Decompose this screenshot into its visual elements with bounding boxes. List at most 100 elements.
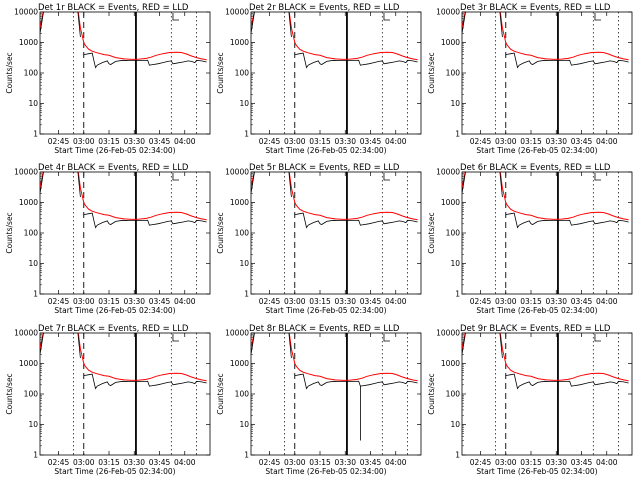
series-events-line-1 <box>251 333 292 359</box>
data-layer <box>462 12 629 134</box>
y-axis-label: Counts/sec <box>427 212 436 253</box>
y-tick-label: 1000 <box>19 359 38 368</box>
x-tick-label: 03:15 <box>309 137 331 146</box>
y-tick-label: 1 <box>455 130 460 139</box>
chart-title: Det 6r BLACK = Events, RED = LLD <box>460 163 611 173</box>
series-events-line-1 <box>462 333 503 359</box>
y-tick-label: 10 <box>450 99 460 108</box>
x-tick-label: 02:45 <box>259 297 281 306</box>
y-tick-label: 1000 <box>441 38 460 47</box>
x-tick-label: 03:15 <box>309 297 331 306</box>
chart-panel-3: Det 3r BLACK = Events, RED = LLD 1 10 100 10… <box>427 3 633 155</box>
plot-frame <box>461 11 633 135</box>
x-tick-label: 04:00 <box>174 297 196 306</box>
y-axis-label: Counts/sec <box>5 52 14 93</box>
x-tick-label: 03:00 <box>495 297 517 306</box>
x-axis-label: Start Time (26-Feb-05 02:34:00) <box>54 146 175 155</box>
x-tick-label: 02:45 <box>470 297 492 306</box>
y-tick-label: 1000 <box>230 198 249 207</box>
chart-panel-6: Det 6r BLACK = Events, RED = LLD 1 10 100 10… <box>427 163 633 315</box>
y-tick-label: 10000 <box>225 168 249 177</box>
x-tick-label: 02:45 <box>259 137 281 146</box>
y-tick-label: 1 <box>244 130 249 139</box>
series-events-line-1 <box>251 172 292 198</box>
series-lld-line <box>251 12 418 61</box>
y-tick-label: 100 <box>235 390 250 399</box>
corner-marker <box>383 334 390 342</box>
series-lld-line <box>40 12 207 61</box>
x-axis-label: Start Time (26-Feb-05 02:34:00) <box>476 146 597 155</box>
series-events-line-1 <box>462 172 503 198</box>
chart-panel-1: Det 1r BLACK = Events, RED = LLD 1 10 100 10… <box>5 3 211 155</box>
x-tick-label: 03:45 <box>149 137 171 146</box>
x-tick-label: 03:00 <box>284 297 306 306</box>
chart-title: Det 5r BLACK = Events, RED = LLD <box>249 163 400 173</box>
corner-marker <box>594 334 601 342</box>
series-lld-line <box>251 172 418 221</box>
x-axis-label: Start Time (26-Feb-05 02:34:00) <box>476 467 597 476</box>
plot-frame <box>39 11 211 135</box>
x-tick-label: 02:45 <box>470 137 492 146</box>
series-lld-line <box>462 12 629 61</box>
x-tick-label: 03:15 <box>98 458 120 467</box>
chart-panel-8: Det 8r BLACK = Events, RED = LLD 1 10 100 10… <box>216 324 422 476</box>
y-tick-label: 10000 <box>436 168 460 177</box>
x-tick-label: 03:00 <box>73 137 95 146</box>
corner-marker <box>594 13 601 21</box>
y-tick-label: 1 <box>33 451 38 460</box>
series-events-line-2 <box>83 373 207 390</box>
x-tick-label: 03:30 <box>123 458 145 467</box>
y-tick-label: 1 <box>33 290 38 299</box>
y-tick-label: 1000 <box>230 38 249 47</box>
x-axis-label: Start Time (26-Feb-05 02:34:00) <box>54 306 175 315</box>
y-tick-label: 10 <box>239 259 249 268</box>
y-axis-label: Counts/sec <box>216 212 225 253</box>
series-lld-line <box>462 172 629 221</box>
x-tick-label: 02:45 <box>48 297 70 306</box>
x-tick-label: 04:00 <box>385 458 407 467</box>
y-tick-label: 1 <box>455 290 460 299</box>
series-lld-line <box>462 333 629 382</box>
x-tick-label: 03:00 <box>284 458 306 467</box>
chart-panel-9: Det 9r BLACK = Events, RED = LLD 1 10 100 10… <box>427 324 633 476</box>
series-events-line-1 <box>40 12 81 38</box>
x-tick-label: 03:45 <box>360 137 382 146</box>
y-axis-label: Counts/sec <box>427 52 436 93</box>
x-tick-label: 02:45 <box>259 458 281 467</box>
x-tick-label: 04:00 <box>385 137 407 146</box>
chart-title: Det 9r BLACK = Events, RED = LLD <box>460 324 611 334</box>
data-layer <box>40 172 207 294</box>
y-axis-label: Counts/sec <box>216 52 225 93</box>
y-tick-label: 1000 <box>19 38 38 47</box>
x-tick-label: 03:00 <box>495 458 517 467</box>
x-tick-label: 03:15 <box>98 297 120 306</box>
x-tick-label: 03:45 <box>571 297 593 306</box>
y-tick-label: 100 <box>446 69 461 78</box>
x-tick-label: 03:45 <box>360 297 382 306</box>
y-tick-label: 1 <box>244 451 249 460</box>
series-events-line-2 <box>505 212 629 229</box>
x-axis-label: Start Time (26-Feb-05 02:34:00) <box>265 467 386 476</box>
x-tick-label: 03:30 <box>334 297 356 306</box>
y-tick-label: 1000 <box>19 198 38 207</box>
chart-panel-7: Det 7r BLACK = Events, RED = LLD 1 10 100 10… <box>5 324 211 476</box>
series-events-line-2 <box>83 212 207 229</box>
x-axis-label: Start Time (26-Feb-05 02:34:00) <box>265 146 386 155</box>
y-tick-label: 10000 <box>14 329 38 338</box>
chart-panel-5: Det 5r BLACK = Events, RED = LLD 1 10 100 10… <box>216 163 422 315</box>
y-axis-label: Counts/sec <box>5 212 14 253</box>
x-tick-label: 03:30 <box>334 137 356 146</box>
chart-panel-2: Det 2r BLACK = Events, RED = LLD 1 10 100 10… <box>216 3 422 155</box>
y-tick-label: 10 <box>450 259 460 268</box>
y-tick-label: 100 <box>24 229 39 238</box>
y-tick-label: 10 <box>28 420 38 429</box>
chart-title: Det 8r BLACK = Events, RED = LLD <box>249 324 400 334</box>
y-tick-label: 10000 <box>14 168 38 177</box>
plot-frame <box>39 332 211 456</box>
data-layer <box>251 172 418 294</box>
x-tick-label: 03:45 <box>571 137 593 146</box>
x-tick-label: 03:30 <box>123 297 145 306</box>
x-tick-label: 02:45 <box>48 137 70 146</box>
chart-title: Det 7r BLACK = Events, RED = LLD <box>38 324 189 334</box>
